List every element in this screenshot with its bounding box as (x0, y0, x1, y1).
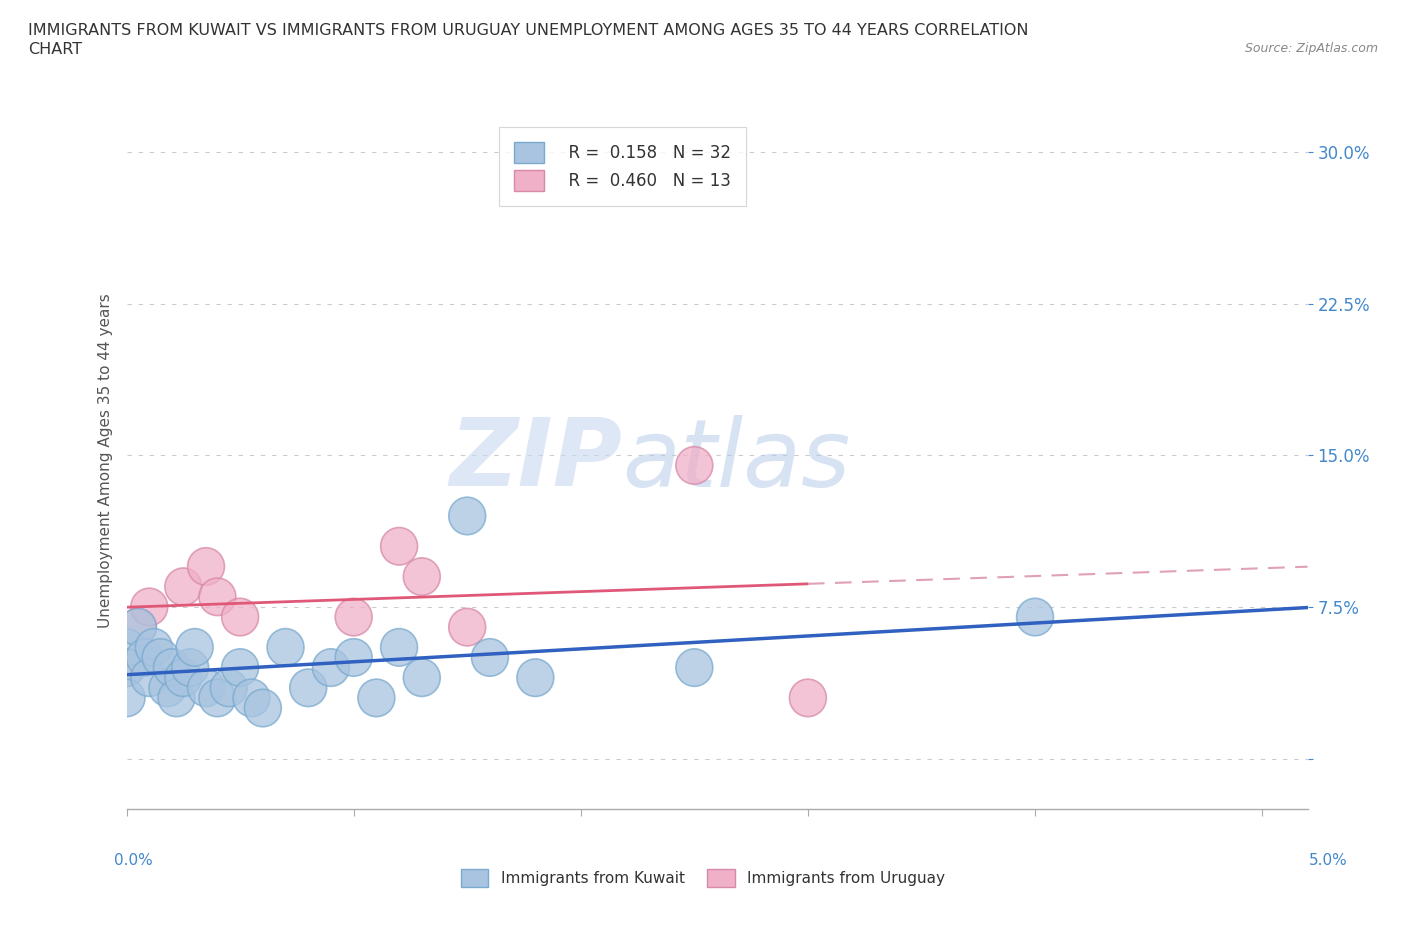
Ellipse shape (187, 669, 225, 707)
Ellipse shape (135, 629, 172, 666)
Ellipse shape (176, 629, 214, 666)
Ellipse shape (471, 639, 509, 676)
Text: 0.0%: 0.0% (114, 853, 153, 868)
Ellipse shape (1017, 598, 1053, 636)
Ellipse shape (211, 669, 247, 707)
Ellipse shape (131, 588, 167, 626)
Ellipse shape (165, 659, 201, 697)
Ellipse shape (187, 548, 225, 585)
Ellipse shape (222, 649, 259, 686)
Ellipse shape (335, 639, 373, 676)
Text: ZIP: ZIP (450, 415, 623, 506)
Ellipse shape (381, 527, 418, 565)
Y-axis label: Unemployment Among Ages 35 to 44 years: Unemployment Among Ages 35 to 44 years (97, 293, 112, 628)
Ellipse shape (245, 689, 281, 726)
Text: atlas: atlas (623, 415, 851, 506)
Ellipse shape (676, 649, 713, 686)
Ellipse shape (233, 679, 270, 717)
Ellipse shape (153, 649, 190, 686)
Text: CHART: CHART (28, 42, 82, 57)
Ellipse shape (790, 679, 827, 717)
Ellipse shape (381, 629, 418, 666)
Ellipse shape (404, 558, 440, 595)
Ellipse shape (172, 649, 208, 686)
Ellipse shape (267, 629, 304, 666)
Ellipse shape (359, 679, 395, 717)
Ellipse shape (131, 659, 167, 697)
Ellipse shape (312, 649, 349, 686)
Ellipse shape (449, 498, 485, 535)
Ellipse shape (165, 568, 201, 605)
Ellipse shape (142, 639, 179, 676)
Ellipse shape (290, 669, 326, 707)
Ellipse shape (335, 598, 373, 636)
Ellipse shape (108, 629, 145, 666)
Ellipse shape (149, 669, 186, 707)
Ellipse shape (120, 608, 156, 646)
Ellipse shape (200, 578, 236, 616)
Legend: Immigrants from Kuwait, Immigrants from Uruguay: Immigrants from Kuwait, Immigrants from … (453, 861, 953, 895)
Ellipse shape (517, 659, 554, 697)
Text: Source: ZipAtlas.com: Source: ZipAtlas.com (1244, 42, 1378, 55)
Ellipse shape (120, 608, 156, 646)
Ellipse shape (222, 598, 259, 636)
Ellipse shape (200, 679, 236, 717)
Ellipse shape (676, 446, 713, 485)
Ellipse shape (449, 608, 485, 646)
Ellipse shape (108, 649, 145, 686)
Ellipse shape (127, 639, 163, 676)
Ellipse shape (404, 659, 440, 697)
Text: IMMIGRANTS FROM KUWAIT VS IMMIGRANTS FROM URUGUAY UNEMPLOYMENT AMONG AGES 35 TO : IMMIGRANTS FROM KUWAIT VS IMMIGRANTS FRO… (28, 23, 1029, 38)
Ellipse shape (157, 679, 195, 717)
Text: 5.0%: 5.0% (1309, 853, 1348, 868)
Ellipse shape (108, 649, 145, 686)
Legend:   R =  0.158   N = 32,   R =  0.460   N = 13: R = 0.158 N = 32, R = 0.460 N = 13 (499, 126, 745, 206)
Ellipse shape (108, 679, 145, 717)
